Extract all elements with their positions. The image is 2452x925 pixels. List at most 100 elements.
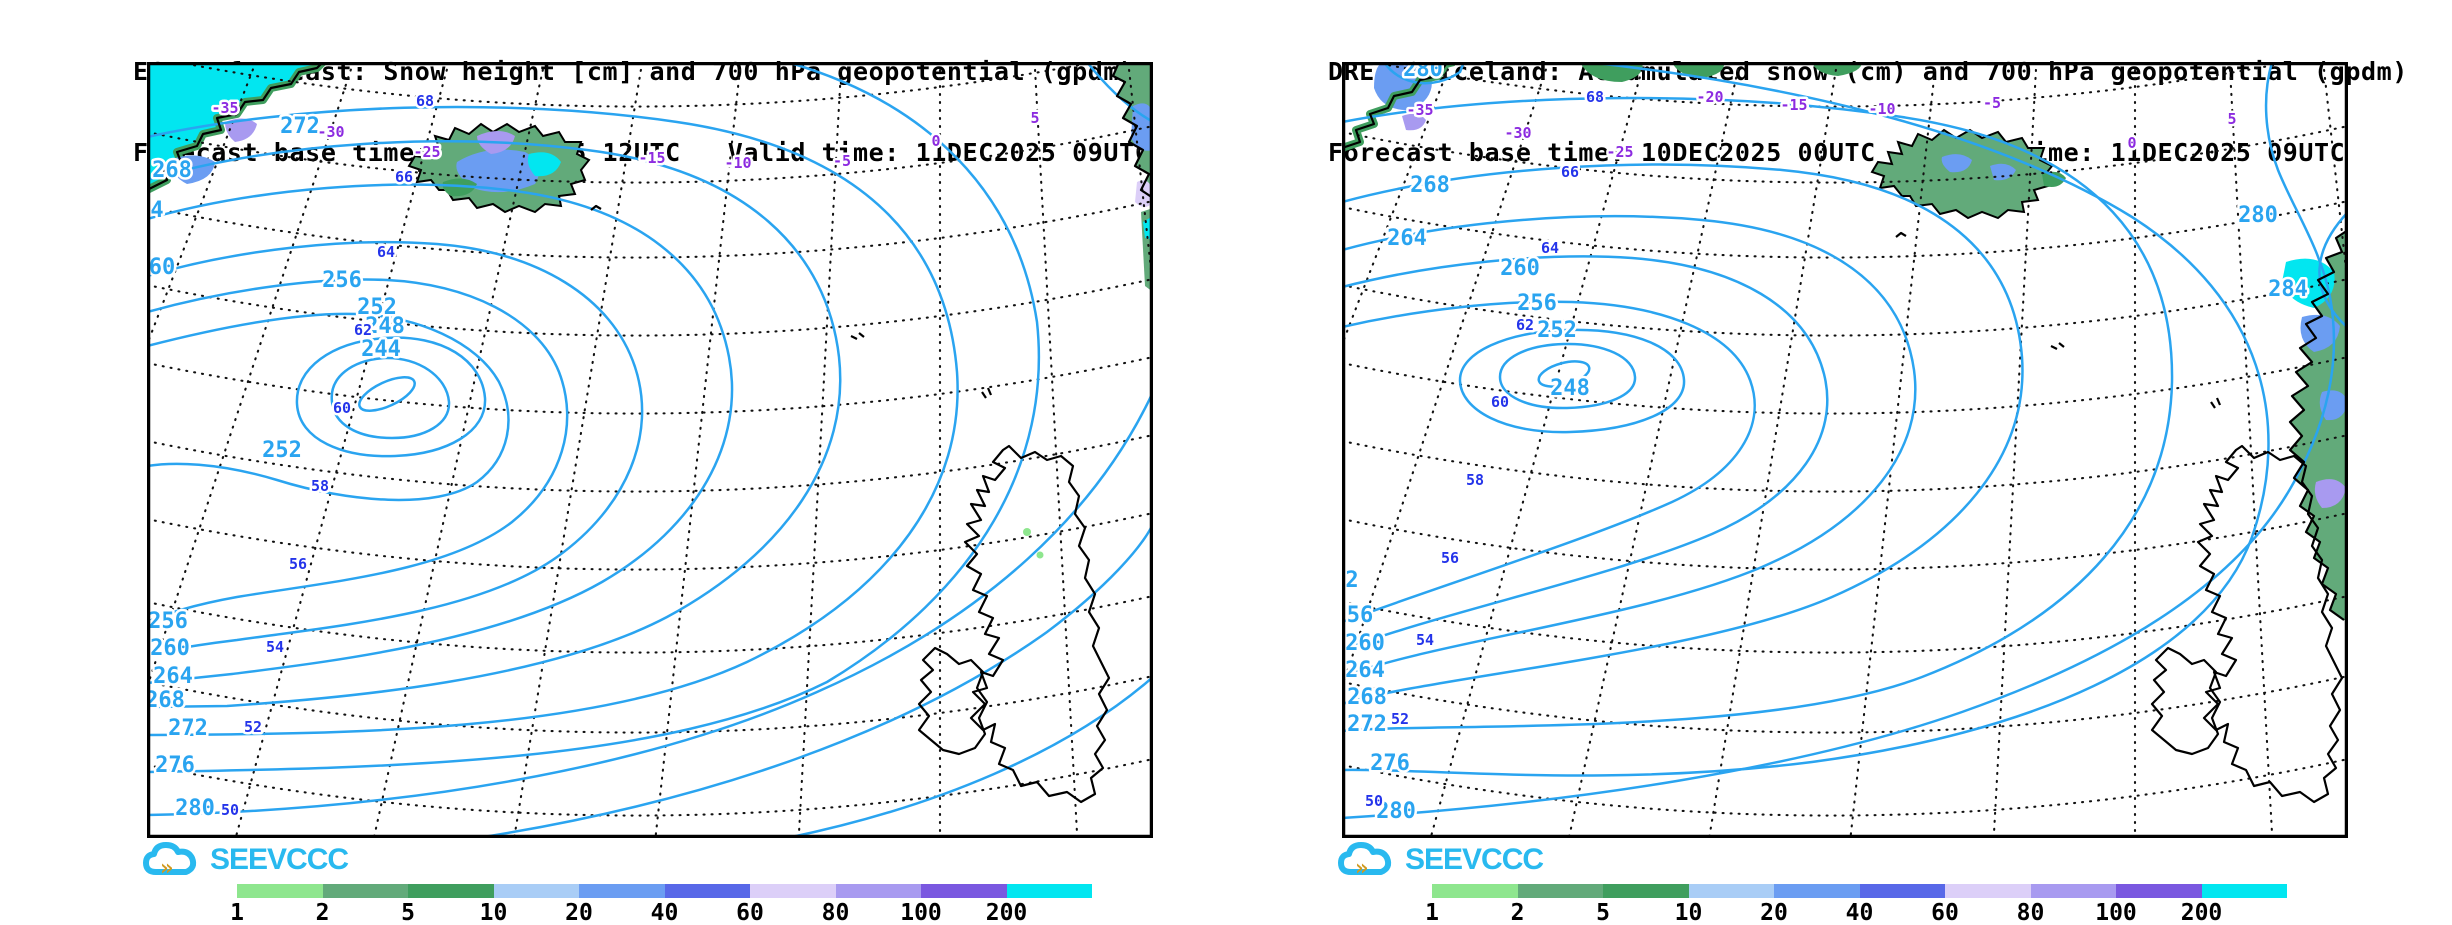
snow-patch-blue-iceland1	[1941, 154, 1972, 173]
latitude-label: 52	[244, 718, 262, 736]
geopotential-contour-label: 280	[1403, 62, 1443, 82]
geopotential-contour-label: 4	[150, 198, 163, 223]
graticule-parallel	[1342, 277, 2348, 337]
svg-text:»: »	[160, 856, 173, 881]
longitude-label: 0	[2127, 134, 2136, 152]
geopotential-contour-label: 268	[147, 688, 185, 713]
snow-legend: 1 2 5 10 20 40 60 80 100 200	[1425, 884, 2287, 925]
map-labels: 2722684602562522482442522562602642682722…	[147, 90, 1042, 824]
contour-280-top	[1382, 62, 1466, 85]
snow-patch-cyan-norway	[2282, 258, 2335, 308]
graticule-meridian	[1033, 62, 1079, 838]
geopotential-contour-label: 256	[322, 268, 362, 293]
legend-value: 5	[1596, 900, 1610, 925]
contour-256	[1342, 300, 1756, 624]
legend-color-segment	[1945, 884, 2031, 898]
legend-color-segment	[579, 884, 665, 898]
longitude-label: -20	[1696, 88, 1723, 106]
legend-color-segment	[1517, 884, 1603, 898]
latitude-label: 60	[333, 399, 351, 417]
legend-color-segment	[921, 884, 1007, 898]
legend-value: 20	[565, 900, 593, 925]
contour-low-center	[358, 376, 416, 412]
contour-280	[147, 390, 1153, 817]
legend-value: 100	[900, 900, 942, 925]
ecmwf-forecast-map: 2722684602562522482442522562602642682722…	[147, 62, 1153, 838]
iceland-group	[1870, 128, 2054, 220]
legend-value: 60	[736, 900, 764, 925]
graticule-meridian	[1992, 62, 2038, 838]
graticule-meridian	[513, 62, 644, 838]
island-shetland	[2210, 397, 2222, 409]
geopotential-contour-label: 56	[1347, 603, 1374, 628]
geopotential-contour-label: 2	[1345, 568, 1358, 593]
geopotential-contours	[1342, 62, 2348, 820]
contour-outer-arc1	[475, 522, 1153, 838]
latitude-label: 66	[395, 168, 413, 186]
legend-value: 80	[821, 900, 850, 925]
contour-264	[147, 183, 734, 685]
geopotential-contour-label: 60	[149, 255, 176, 280]
legend-value: 2	[1510, 900, 1525, 925]
legend-value: 10	[479, 900, 508, 925]
geopotential-contour-label: 276	[1370, 751, 1410, 776]
longitude-label: -10	[724, 154, 751, 172]
legend-color-segment	[408, 884, 494, 898]
geopotential-contour-label: 280	[1376, 799, 1416, 824]
contour-248	[1498, 342, 1637, 410]
legend-color-bar	[237, 884, 1092, 898]
graticule-parallel	[147, 433, 1153, 493]
geopotential-contour-label: 268	[1347, 685, 1387, 710]
latitude-label: 68	[1586, 88, 1604, 106]
legend-color-segment	[664, 884, 750, 898]
legend-color-segment	[750, 884, 836, 898]
latitude-label: 66	[1561, 163, 1579, 181]
contour-268	[147, 140, 842, 709]
graticule-parallel	[1342, 757, 2348, 817]
contour-284	[2318, 210, 2348, 330]
contour-276	[147, 62, 1041, 774]
geopotential-contour-label: 252	[357, 295, 397, 320]
latitude-label: 64	[1541, 239, 1559, 257]
legend-value: 2	[315, 900, 330, 925]
map-frame	[147, 62, 1153, 838]
geopotential-contour-label: 284	[2268, 277, 2308, 302]
graticule-meridian	[1342, 62, 1550, 691]
geopotential-contour-label: 264	[153, 664, 193, 689]
geopotential-contour-label: 260	[1345, 631, 1385, 656]
geopotential-contour-label: 272	[1347, 712, 1387, 737]
graticule-parallel	[1342, 594, 2348, 654]
coastline-greenland	[1342, 62, 1455, 150]
graticule-parallel	[147, 355, 1153, 415]
geopotential-contour-label: 252	[262, 438, 302, 463]
longitude-label: -15	[1780, 96, 1807, 114]
latitude-label: 52	[1391, 710, 1409, 728]
geopotential-contours	[147, 62, 1153, 838]
legend-value: 5	[401, 900, 415, 925]
legend-color-bar	[1432, 884, 2287, 898]
geopotential-contour-label: 268	[152, 158, 192, 183]
graticule-parallel	[147, 511, 1153, 571]
coastline-ireland	[2150, 646, 2222, 756]
latitude-label: 68	[416, 92, 434, 110]
legend-value-labels: 1 2 5 10 20 40 60 80 100 200	[230, 898, 1092, 925]
latitude-label: 58	[311, 477, 329, 495]
legend-value: 1	[230, 900, 244, 925]
latitude-label: 56	[289, 555, 307, 573]
legend-color-segment	[322, 884, 408, 898]
geopotential-contour-label: 252	[1537, 318, 1577, 343]
iceland-landmass	[1870, 128, 2054, 220]
graticule-parallel	[147, 124, 1153, 184]
latitude-label: 64	[377, 243, 395, 261]
island-jan-mayen	[590, 204, 602, 211]
cloud-logo-icon: »	[1338, 842, 1392, 881]
graticule-parallel	[147, 594, 1153, 654]
snow-patch-top3	[1812, 62, 1862, 76]
longitude-label: -5	[833, 152, 851, 170]
legend-color-segment	[237, 884, 323, 898]
snow-fill-greenland	[147, 62, 323, 190]
legend-value: 200	[985, 900, 1028, 925]
legend-value: 200	[2180, 900, 2223, 925]
snow-patch-purple-norway	[2314, 479, 2346, 508]
